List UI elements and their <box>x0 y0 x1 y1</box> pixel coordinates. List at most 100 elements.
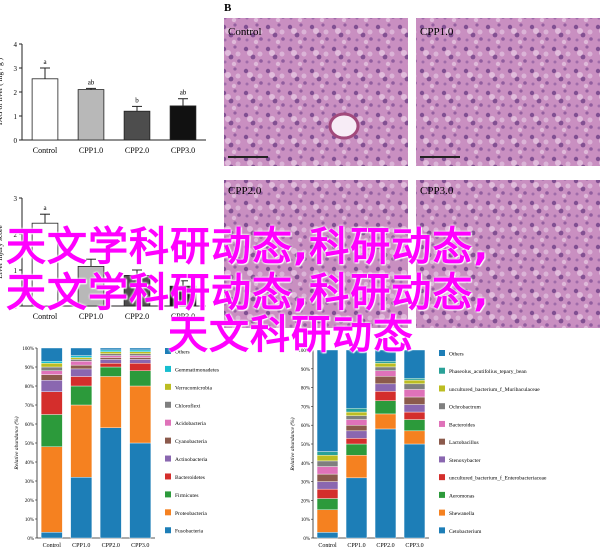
stack-segment <box>70 364 93 370</box>
stack-segment <box>316 481 339 490</box>
stack-segment <box>40 370 63 375</box>
x-tick-label: CPP3.0 <box>405 543 423 549</box>
stack-segment <box>70 361 93 366</box>
stack-segment <box>70 368 93 377</box>
stack-segment <box>40 366 63 371</box>
bar <box>169 285 197 307</box>
stack-segment <box>345 438 368 445</box>
legend-swatch <box>165 365 171 372</box>
stack-segment <box>316 466 339 475</box>
stack-segment <box>374 400 397 415</box>
stack-segment <box>129 351 152 354</box>
legend-swatch <box>439 385 445 392</box>
stack-segment <box>70 357 93 360</box>
y-tick-label: 50% <box>301 443 310 448</box>
stack-segment <box>403 411 426 420</box>
stack-segment <box>99 427 122 539</box>
legend-swatch <box>165 348 171 354</box>
stack-segment <box>129 355 152 358</box>
stack-segment <box>70 404 93 478</box>
y-tick-label: 70% <box>25 404 34 409</box>
stack-segment <box>40 391 63 415</box>
legend-entry: uncultured_bacterium_f_Enterobacteriacea… <box>449 475 547 482</box>
bar <box>77 265 105 307</box>
stack-segment <box>374 428 397 539</box>
y-tick-label: 2 <box>14 231 18 239</box>
stack-segment <box>40 347 63 362</box>
legend-entry: Cyanobacteria <box>175 439 207 445</box>
bar <box>123 110 151 141</box>
stack-segment <box>40 380 63 392</box>
x-tick-label: Control <box>33 146 58 155</box>
legend-swatch <box>439 367 445 374</box>
stack-segment <box>374 366 397 371</box>
legend-swatch <box>165 419 171 426</box>
stack-segment <box>70 359 93 362</box>
stack-segment <box>374 383 397 392</box>
stack-segment <box>129 359 152 364</box>
stack-segment <box>129 357 152 360</box>
y-tick-label: 20% <box>25 499 34 504</box>
stack-segment <box>403 443 426 539</box>
legend-entry: Actinobacteria <box>175 457 208 463</box>
legend-swatch <box>165 527 171 534</box>
micrograph-cpp3: CPP3.0 <box>416 180 600 328</box>
legend-entry: Ochrobactrum <box>449 405 481 411</box>
stack-segment <box>129 349 152 352</box>
legend-entry: uncultured_bacterium_f_Muribaculaceae <box>449 386 540 393</box>
significance-label: b <box>135 96 139 104</box>
stack-segment <box>129 442 152 539</box>
y-tick-label: 1 <box>14 113 18 121</box>
stack-segment <box>40 532 63 539</box>
legend-entry: Gemmatimonadetes <box>175 367 219 373</box>
bar <box>31 78 59 141</box>
stack-segment <box>316 498 339 510</box>
legend-swatch <box>165 491 171 498</box>
y-tick-label: 20% <box>301 499 310 504</box>
y-tick-label: 80% <box>301 387 310 392</box>
y-tick-label: 60% <box>25 423 34 428</box>
stack-segment <box>374 362 397 368</box>
stack-segment <box>40 363 63 368</box>
stack-segment <box>345 443 368 456</box>
stack-segment <box>345 430 368 439</box>
stack-segment <box>374 361 397 364</box>
y-axis-label: Relative abundance (%) <box>13 416 20 470</box>
stack-segment <box>129 363 152 372</box>
stack-segment <box>129 347 152 351</box>
stack-segment <box>403 396 426 405</box>
x-tick-label: CPP1.0 <box>79 312 103 321</box>
stack-segment <box>345 455 368 479</box>
legend-swatch <box>439 474 445 481</box>
y-tick-label: 90% <box>25 366 34 371</box>
legend-swatch <box>165 509 171 516</box>
legend-entry: Shewanella <box>449 511 475 517</box>
y-tick-label: 60% <box>301 424 310 429</box>
stack-segment <box>70 376 93 387</box>
bar <box>123 274 151 307</box>
stack-segment <box>345 415 368 420</box>
y-tick-label: 40% <box>25 461 34 466</box>
stack-segment <box>374 413 397 430</box>
legend-swatch <box>439 438 445 445</box>
legend-entry: Firmicutes <box>175 493 199 499</box>
stack-segment <box>316 349 339 452</box>
y-tick-label: 0% <box>27 537 34 542</box>
stack-segment <box>403 419 426 432</box>
stack-segment <box>316 460 339 467</box>
legend-entry: Bacteroides <box>449 422 475 428</box>
legend-swatch <box>165 401 171 408</box>
y-tick-label: 50% <box>25 442 34 447</box>
stack-segment <box>70 347 93 356</box>
legend-swatch <box>439 403 445 410</box>
y-tick-label: 1 <box>14 267 18 275</box>
y-tick-label: 100% <box>298 349 310 354</box>
x-tick-label: Control <box>318 543 337 549</box>
y-tick-label: 30% <box>25 480 34 485</box>
stack-segment <box>40 361 63 364</box>
legend-entry: Aeromonas <box>449 493 474 499</box>
stack-segment <box>99 355 122 358</box>
stack-segment <box>316 455 339 462</box>
y-tick-label: 40% <box>301 462 310 467</box>
